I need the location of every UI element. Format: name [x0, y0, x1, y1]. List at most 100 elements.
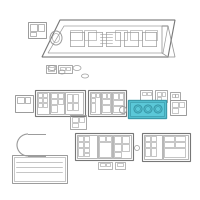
Bar [17, 97, 24, 103]
Bar [172, 94, 175, 97]
Bar [38, 24, 44, 31]
Bar [43, 93, 47, 97]
Bar [142, 92, 146, 95]
Bar [58, 65, 72, 73]
Bar [88, 90, 126, 116]
Bar [73, 94, 78, 102]
Bar [115, 30, 127, 40]
Bar [102, 105, 110, 112]
Bar [157, 92, 161, 96]
Bar [90, 92, 100, 114]
Bar [46, 65, 56, 73]
Bar [38, 103, 42, 107]
Bar [25, 97, 30, 103]
Bar [130, 102, 164, 116]
Bar [96, 93, 99, 97]
Bar [179, 102, 184, 107]
Bar [175, 94, 178, 97]
Bar [114, 152, 121, 157]
Bar [84, 142, 89, 147]
Bar [145, 136, 150, 141]
Bar [145, 142, 150, 147]
Bar [164, 136, 174, 141]
Bar [78, 148, 83, 156]
Bar [113, 93, 118, 99]
Bar [75, 133, 133, 160]
Bar [170, 100, 186, 115]
Bar [50, 92, 64, 114]
Bar [147, 92, 151, 95]
Bar [98, 135, 112, 158]
Bar [119, 93, 123, 99]
Bar [145, 30, 157, 40]
Bar [130, 30, 142, 40]
Bar [91, 93, 95, 97]
Bar [113, 135, 131, 158]
Bar [73, 103, 78, 110]
Bar [151, 136, 156, 141]
Bar [77, 135, 97, 158]
Bar [175, 142, 185, 147]
Bar [38, 98, 42, 102]
Bar [102, 93, 106, 98]
Bar [51, 93, 57, 98]
Bar [163, 135, 188, 159]
Bar [51, 105, 57, 112]
Bar [60, 67, 65, 70]
Bar [12, 155, 67, 183]
Bar [142, 133, 190, 161]
Bar [48, 67, 54, 71]
Bar [84, 30, 96, 40]
Bar [114, 144, 121, 151]
Bar [122, 136, 129, 143]
Bar [151, 142, 156, 147]
Bar [145, 148, 150, 156]
Bar [28, 22, 46, 38]
Bar [117, 163, 123, 166]
Bar [78, 142, 83, 147]
Bar [99, 136, 105, 141]
Bar [84, 153, 89, 156]
Bar [172, 102, 178, 107]
Bar [78, 136, 83, 141]
Bar [79, 117, 84, 122]
Bar [175, 136, 185, 141]
Bar [38, 93, 42, 97]
Bar [65, 92, 83, 114]
Bar [106, 163, 110, 166]
Bar [170, 92, 180, 100]
Bar [43, 103, 47, 107]
Bar [35, 90, 85, 116]
Bar [66, 67, 70, 70]
Bar [100, 163, 105, 166]
Bar [102, 99, 110, 104]
Bar [14, 157, 65, 181]
Bar [70, 30, 82, 40]
Bar [84, 148, 89, 152]
Bar [128, 100, 166, 118]
Bar [144, 135, 162, 159]
Bar [70, 115, 86, 129]
Bar [43, 98, 47, 102]
Bar [58, 99, 63, 104]
Bar [30, 32, 36, 36]
Bar [115, 162, 125, 169]
Bar [67, 103, 72, 110]
Bar [99, 142, 111, 157]
Bar [98, 162, 112, 169]
Bar [172, 108, 178, 113]
Bar [122, 144, 129, 151]
Bar [101, 92, 111, 114]
Bar [151, 148, 156, 156]
Bar [72, 123, 78, 127]
Bar [30, 24, 37, 31]
Bar [91, 103, 95, 112]
Bar [107, 93, 110, 98]
Bar [114, 136, 121, 143]
Bar [112, 92, 124, 114]
Bar [113, 106, 123, 112]
Bar [106, 136, 111, 141]
Bar [164, 142, 174, 147]
Bar [91, 98, 95, 102]
Bar [162, 92, 165, 96]
